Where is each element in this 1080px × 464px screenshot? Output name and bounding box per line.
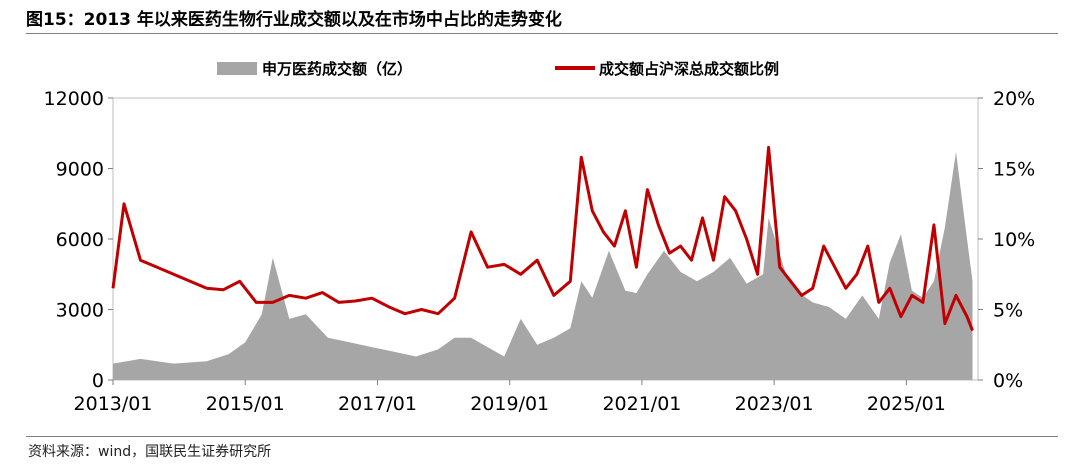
right-axis-tick-label: 20% <box>993 88 1035 110</box>
right-axis-tick-label: 0% <box>993 370 1023 392</box>
x-axis-tick-label: 2015/01 <box>206 393 285 415</box>
left-axis-tick-label: 6000 <box>56 229 104 251</box>
legend-label-share: 成交额占沪深总成交额比例 <box>599 60 779 78</box>
left-axis-tick-label: 0 <box>92 370 104 392</box>
x-axis-tick-label: 2017/01 <box>338 393 417 415</box>
legend-label-turnover: 申万医药成交额（亿） <box>262 60 412 78</box>
figure-title-bar: 图15：2013 年以来医药生物行业成交额以及在市场中占比的走势变化 <box>0 0 1080 34</box>
x-axis-tick-label: 2013/01 <box>74 393 153 415</box>
chart-legend: 申万医药成交额（亿） 成交额占沪深总成交额比例 <box>217 60 779 78</box>
footer-rule <box>26 436 1058 437</box>
figure-title: 图15：2013 年以来医药生物行业成交额以及在市场中占比的走势变化 <box>26 10 562 30</box>
series-turnover-area <box>113 152 973 380</box>
x-axis-tick-label: 2021/01 <box>602 393 681 415</box>
source-note: 资料来源：wind，国联民生证券研究所 <box>28 444 272 460</box>
chart: 申万医药成交额（亿） 成交额占沪深总成交额比例 0 3000 6000 9000 120… <box>44 60 1036 415</box>
x-axis-tick-label: 2025/01 <box>867 393 946 415</box>
series-share-line <box>111 145 974 332</box>
left-axis-tick-label: 12000 <box>44 88 104 110</box>
legend-swatch-turnover <box>217 62 257 75</box>
left-axis-tick-label: 9000 <box>56 159 104 181</box>
right-axis-tick-label: 10% <box>993 229 1035 251</box>
plot-area: 0 3000 6000 9000 12000 0% 5% 10% 15% 20% 2013/01 20… <box>44 88 1036 415</box>
right-axis-tick-label: 15% <box>993 159 1035 181</box>
left-axis-tick-label: 3000 <box>56 300 104 322</box>
x-axis-tick-label: 2023/01 <box>735 393 814 415</box>
right-axis-tick-label: 5% <box>993 300 1023 322</box>
x-axis-tick-label: 2019/01 <box>470 393 549 415</box>
title-underline <box>26 33 1058 34</box>
